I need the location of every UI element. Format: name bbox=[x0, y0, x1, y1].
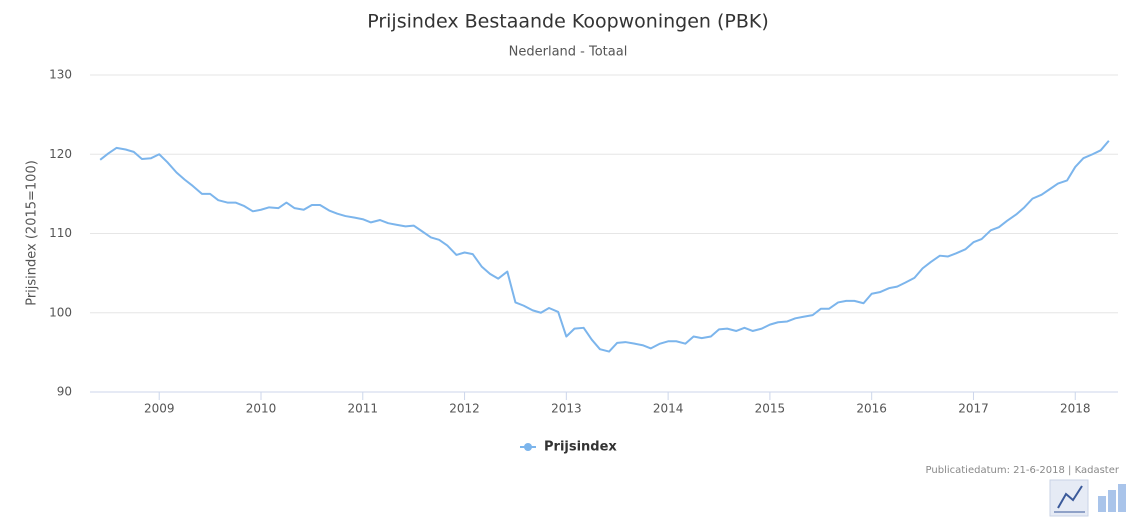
x-tick-label: 2012 bbox=[449, 402, 480, 416]
x-tick-label: 2016 bbox=[856, 402, 887, 416]
x-tick-label: 2017 bbox=[958, 402, 989, 416]
y-tick-label: 120 bbox=[49, 147, 72, 161]
series-line bbox=[99, 140, 1110, 353]
bar-chart-button[interactable] bbox=[1098, 484, 1126, 512]
legend-marker bbox=[524, 443, 532, 451]
chart-title: Prijsindex Bestaande Koopwoningen (PBK) bbox=[367, 11, 769, 33]
x-tick-label: 2014 bbox=[653, 402, 684, 416]
x-tick-label: 2009 bbox=[144, 402, 175, 416]
line-chart-button[interactable] bbox=[1049, 479, 1089, 517]
credit: Publicatiedatum: 21-6-2018 | Kadaster bbox=[926, 465, 1120, 476]
y-tick-label: 90 bbox=[57, 385, 72, 399]
x-tick-label: 2015 bbox=[755, 402, 786, 416]
y-axis-label: Prijsindex (2015=100) bbox=[25, 160, 40, 306]
x-tick-label: 2010 bbox=[246, 402, 277, 416]
y-tick-label: 100 bbox=[49, 305, 72, 319]
x-tick-label: 2018 bbox=[1060, 402, 1091, 416]
y-tick-label: 130 bbox=[49, 68, 72, 82]
x-tick-label: 2011 bbox=[348, 402, 379, 416]
y-tick-label: 110 bbox=[49, 226, 72, 240]
chart-subtitle: Nederland - Totaal bbox=[509, 45, 628, 60]
legend-label: Prijsindex bbox=[544, 440, 617, 455]
x-tick-label: 2013 bbox=[551, 402, 582, 416]
